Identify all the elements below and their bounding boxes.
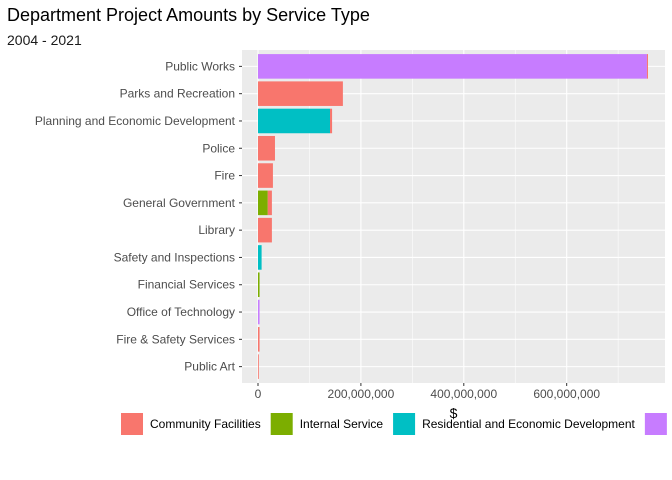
x-tick-label: 600,000,000 bbox=[533, 387, 600, 401]
bar-segment bbox=[258, 299, 260, 325]
category-label: Public Works bbox=[165, 59, 235, 73]
category-label: Parks and Recreation bbox=[120, 87, 235, 101]
category-label: Public Art bbox=[184, 360, 235, 374]
category-label: Planning and Economic Development bbox=[35, 114, 236, 128]
bar-segment bbox=[330, 108, 333, 134]
legend-label: Community Facilities bbox=[150, 417, 261, 431]
category-label: Fire bbox=[214, 169, 235, 183]
bar-segment bbox=[258, 354, 259, 379]
x-tick-label: 200,000,000 bbox=[328, 387, 395, 401]
bar-segment bbox=[646, 54, 648, 79]
bar-segment bbox=[267, 190, 272, 216]
legend-key bbox=[270, 413, 293, 435]
legend-key bbox=[121, 413, 143, 435]
category-label: General Government bbox=[123, 196, 236, 210]
legend-label: Internal Service bbox=[300, 417, 384, 431]
x-tick-label: 0 bbox=[255, 387, 262, 401]
bar-segment bbox=[258, 217, 272, 243]
bar-segment bbox=[258, 245, 262, 270]
bar-segment bbox=[258, 163, 273, 188]
bar-segment bbox=[258, 108, 331, 134]
category-label: Safety and Inspections bbox=[114, 250, 235, 264]
category-label: Financial Services bbox=[138, 278, 235, 292]
legend-key bbox=[393, 413, 416, 435]
chart-title: Department Project Amounts by Service Ty… bbox=[7, 5, 370, 25]
category-label: Fire & Safety Services bbox=[116, 332, 235, 346]
bar-segment bbox=[258, 81, 343, 106]
x-tick-label: 400,000,000 bbox=[430, 387, 497, 401]
category-label: Office of Technology bbox=[127, 305, 235, 319]
x-axis-title: $ bbox=[450, 405, 458, 421]
bar-segment bbox=[258, 54, 647, 79]
bar-segment bbox=[258, 190, 268, 216]
chart-subtitle: 2004 - 2021 bbox=[7, 32, 82, 48]
bar-segment bbox=[258, 135, 275, 161]
category-label: Police bbox=[202, 141, 235, 155]
category-label: Library bbox=[198, 223, 235, 237]
bar-segment bbox=[258, 327, 260, 352]
legend-label: Residential and Economic Development bbox=[422, 417, 635, 431]
legend-key bbox=[644, 413, 667, 435]
bar-segment bbox=[258, 272, 260, 298]
